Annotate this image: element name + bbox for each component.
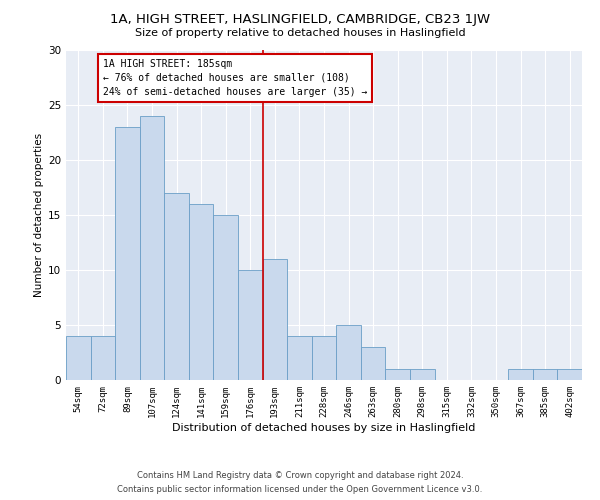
Bar — [164, 193, 189, 380]
Text: Size of property relative to detached houses in Haslingfield: Size of property relative to detached ho… — [134, 28, 466, 38]
Bar — [557, 369, 582, 380]
Bar — [189, 204, 214, 380]
Bar — [140, 116, 164, 380]
Bar — [115, 127, 140, 380]
Text: 1A, HIGH STREET, HASLINGFIELD, CAMBRIDGE, CB23 1JW: 1A, HIGH STREET, HASLINGFIELD, CAMBRIDGE… — [110, 12, 490, 26]
Bar — [508, 369, 533, 380]
Bar — [91, 336, 115, 380]
Bar — [238, 270, 263, 380]
Bar — [336, 325, 361, 380]
Bar — [263, 259, 287, 380]
Y-axis label: Number of detached properties: Number of detached properties — [34, 133, 44, 297]
Bar — [361, 347, 385, 380]
Bar — [66, 336, 91, 380]
Text: 1A HIGH STREET: 185sqm
← 76% of detached houses are smaller (108)
24% of semi-de: 1A HIGH STREET: 185sqm ← 76% of detached… — [103, 59, 367, 97]
Bar — [287, 336, 312, 380]
Text: Contains HM Land Registry data © Crown copyright and database right 2024.
Contai: Contains HM Land Registry data © Crown c… — [118, 472, 482, 494]
X-axis label: Distribution of detached houses by size in Haslingfield: Distribution of detached houses by size … — [172, 422, 476, 432]
Bar — [410, 369, 434, 380]
Bar — [533, 369, 557, 380]
Bar — [214, 215, 238, 380]
Bar — [312, 336, 336, 380]
Bar — [385, 369, 410, 380]
